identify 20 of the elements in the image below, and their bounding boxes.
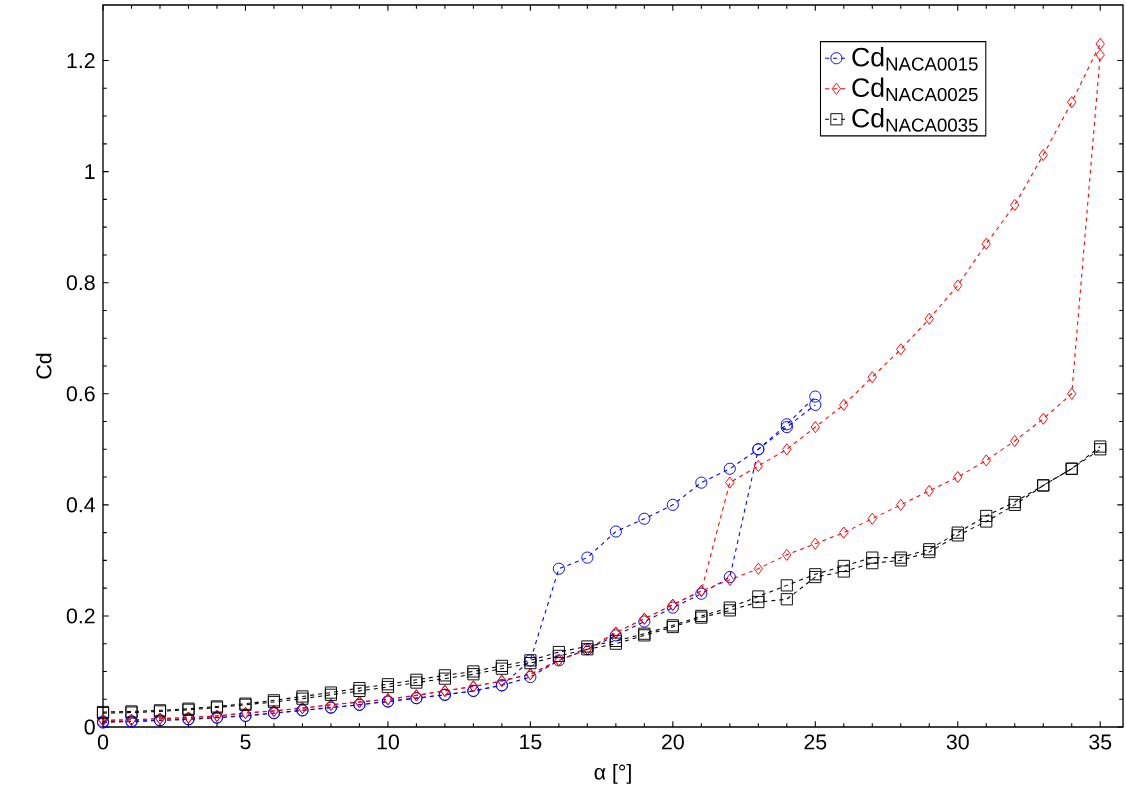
legend-label: Cd$_{NACA0025}$ (852, 77, 978, 102)
y-tick-label: 0.6 (66, 386, 95, 402)
y-tick-label: 0 (84, 719, 95, 735)
y-axis-title: Cd (35, 353, 52, 379)
y-tick-label: 1 (85, 164, 95, 179)
x-tick-label: 5 (240, 734, 251, 750)
y-tick-label: 0.2 (66, 608, 95, 624)
x-tick-label: 20 (662, 734, 684, 750)
legend-label: Cd$_{NACA0015}$ (852, 46, 978, 71)
x-tick-label: 35 (1089, 734, 1112, 750)
legend-label: Cd$_{NACA0035}$ (852, 108, 978, 132)
x-tick-label: 10 (377, 734, 399, 750)
x-tick-label: 25 (804, 734, 827, 750)
y-tick-label: 0.8 (66, 275, 95, 291)
y-tick-label: 0.4 (66, 497, 95, 513)
x-tick-label: 0 (97, 734, 109, 750)
x-tick-label: 30 (946, 734, 969, 750)
y-tick-label: 1.2 (67, 53, 95, 68)
x-tick-label: 15 (520, 734, 542, 750)
x-axis-title: α [°] (594, 763, 631, 784)
